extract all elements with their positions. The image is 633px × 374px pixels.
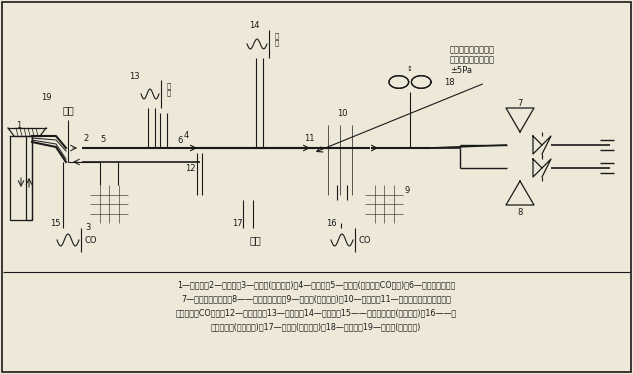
Bar [192, 143, 202, 153]
Bar [327, 228, 379, 252]
Text: CO: CO [85, 236, 97, 245]
Text: 15: 15 [50, 218, 60, 227]
Bar [313, 120, 371, 200]
Text: 过滤装置进口相对试
验室环境的最大压差
±5Pa: 过滤装置进口相对试 验室环境的最大压差 ±5Pa [450, 45, 495, 75]
Text: 5: 5 [101, 135, 106, 144]
Text: 1: 1 [16, 120, 22, 129]
Bar [8, 128, 46, 136]
Text: ↕: ↕ [407, 67, 413, 73]
Text: 18: 18 [444, 77, 454, 86]
Text: 温
度: 温 度 [275, 32, 279, 46]
Bar [68, 156, 82, 168]
Text: 1—呼吸机；2—单向阀；3—增湿器(呼出空气)；4—联接器；5—采样口(吸人空气CO含量)；6—压力探针小孔；: 1—呼吸机；2—单向阀；3—增湿器(呼出空气)；4—联接器；5—采样口(吸人空气… [177, 280, 455, 289]
Text: 14: 14 [249, 21, 260, 30]
Bar [365, 185, 403, 223]
Text: 17: 17 [232, 218, 242, 227]
Text: 13: 13 [128, 71, 139, 80]
Text: 4: 4 [184, 131, 189, 140]
Bar [90, 185, 128, 223]
Bar [233, 228, 277, 252]
Text: 9: 9 [404, 186, 410, 194]
Bar [46, 100, 90, 120]
Text: 2: 2 [84, 134, 89, 142]
Text: 6: 6 [177, 135, 183, 144]
Text: 压
力: 压 力 [167, 82, 171, 96]
Text: 化碗分析价(试验空气)；17—湿度计(试验空气)；18—排气口；19—湿度计(吸人空气): 化碗分析价(试验空气)；17—湿度计(试验空气)；18—排气口；19—湿度计(吸… [211, 322, 421, 331]
Polygon shape [8, 128, 46, 136]
Text: 12: 12 [185, 163, 195, 172]
Bar [53, 228, 105, 252]
Bar [382, 72, 438, 92]
Text: 7: 7 [517, 98, 523, 107]
Text: 7—试验空气流量计；8——氧化碗流量计；9—增湿器(试验空气)；10—试验笱；11—采样口，在过滤装置进口: 7—试验空气流量计；8——氧化碗流量计；9—增湿器(试验空气)；10—试验笱；1… [181, 294, 451, 303]
Text: 8: 8 [517, 208, 523, 217]
Text: 湿度: 湿度 [249, 235, 261, 245]
Text: 湿度: 湿度 [62, 105, 74, 115]
Text: 16: 16 [326, 218, 336, 227]
Text: 19: 19 [41, 92, 51, 101]
Text: 试验空气的CO含量；12—试验样品；13—压力计；14—温度计；15——氧化碗分析价(吸人空气)；16——氧: 试验空气的CO含量；12—试验样品；13—压力计；14—温度计；15——氧化碗分… [175, 308, 456, 317]
Text: 10: 10 [337, 108, 348, 117]
Text: CO: CO [359, 236, 371, 245]
Bar [244, 30, 286, 58]
Text: 11: 11 [304, 134, 314, 142]
Text: 3: 3 [85, 223, 91, 232]
Bar [195, 153, 255, 163]
Bar [138, 80, 178, 108]
Bar [68, 142, 82, 154]
